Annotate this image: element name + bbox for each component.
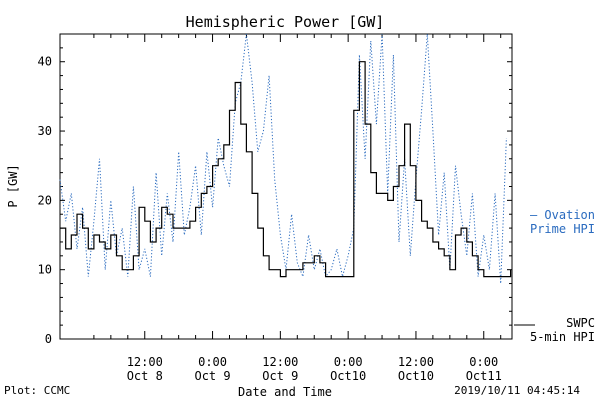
y-tick-label: 40 [38,55,52,69]
plot-timestamp: 2019/10/11 04:45:14 [454,384,580,397]
y-axis-label: P [GW] [6,164,20,207]
legend-ovation-name-line1: Ovation [544,208,595,222]
x-tick-label-date: Oct10 [330,369,366,383]
x-tick-label-time: 0:00 [469,355,498,369]
x-tick-label-time: 0:00 [334,355,363,369]
y-axis: 0 10 20 30 40 [38,47,512,346]
plot-frame [59,33,513,340]
x-tick-label-time: 12:00 [127,355,163,369]
chart-title: Hemispheric Power [GW] [186,13,385,31]
x-tick-label-time: 0:00 [198,355,227,369]
legend-ovation-line2: Prime HPI [530,222,595,236]
series-layer [59,33,512,284]
x-tick-label-date: Oct10 [398,369,434,383]
x-tick-label-date: Oct 9 [194,369,230,383]
legend-swpc-line2: 5-min HPI [530,330,595,344]
y-tick-label: 30 [38,124,52,138]
y-tick-label: 0 [45,332,52,346]
y-tick-label: 10 [38,263,52,277]
legend-swpc-line1: SWPC [566,316,595,330]
x-tick-label-time: 12:00 [398,355,434,369]
legend-ovation-line1: – Ovation [530,208,595,222]
x-tick-label-time: 12:00 [262,355,298,369]
plot-credit: Plot: CCMC [4,384,70,397]
series-swpc-line [60,61,512,278]
series-ovation-line [59,33,507,284]
legend-ovation-marker: – [530,208,538,222]
x-tick-label-date: Oct 9 [262,369,298,383]
y-tick-label: 20 [38,193,52,207]
legend: – Ovation Prime HPI SWPC 5-min HPI [514,208,595,344]
x-tick-label-date: Oct 8 [127,369,163,383]
x-tick-label-date: Oct11 [466,369,502,383]
x-axis-label: Date and Time [238,385,332,399]
